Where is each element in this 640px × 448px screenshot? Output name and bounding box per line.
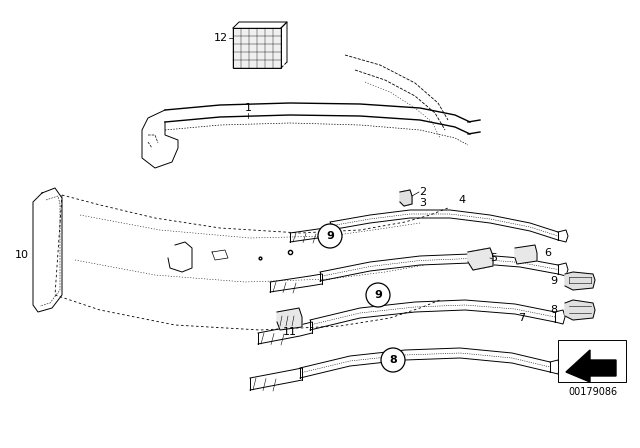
Polygon shape xyxy=(468,248,493,270)
Text: 9: 9 xyxy=(326,231,334,241)
Text: 12: 12 xyxy=(214,33,228,43)
Circle shape xyxy=(366,283,390,307)
Text: 11: 11 xyxy=(283,327,297,337)
Text: 9: 9 xyxy=(374,290,382,300)
Polygon shape xyxy=(515,245,537,264)
Text: 2: 2 xyxy=(419,187,426,197)
Text: 4: 4 xyxy=(458,195,465,205)
Text: 5: 5 xyxy=(490,253,497,263)
Text: 8: 8 xyxy=(550,305,557,315)
Text: 9: 9 xyxy=(550,276,557,286)
Text: 10: 10 xyxy=(15,250,29,260)
Bar xyxy=(558,340,626,382)
Text: 8: 8 xyxy=(389,355,397,365)
Text: 1: 1 xyxy=(244,103,252,113)
Polygon shape xyxy=(566,350,616,382)
Circle shape xyxy=(381,348,405,372)
Bar xyxy=(233,28,281,68)
Text: 6: 6 xyxy=(545,248,552,258)
Text: 7: 7 xyxy=(518,313,525,323)
Text: 3: 3 xyxy=(419,198,426,208)
Polygon shape xyxy=(565,300,595,320)
Polygon shape xyxy=(277,308,302,330)
Text: 00179086: 00179086 xyxy=(568,387,618,397)
Circle shape xyxy=(318,224,342,248)
Polygon shape xyxy=(565,272,595,290)
Polygon shape xyxy=(400,190,412,206)
